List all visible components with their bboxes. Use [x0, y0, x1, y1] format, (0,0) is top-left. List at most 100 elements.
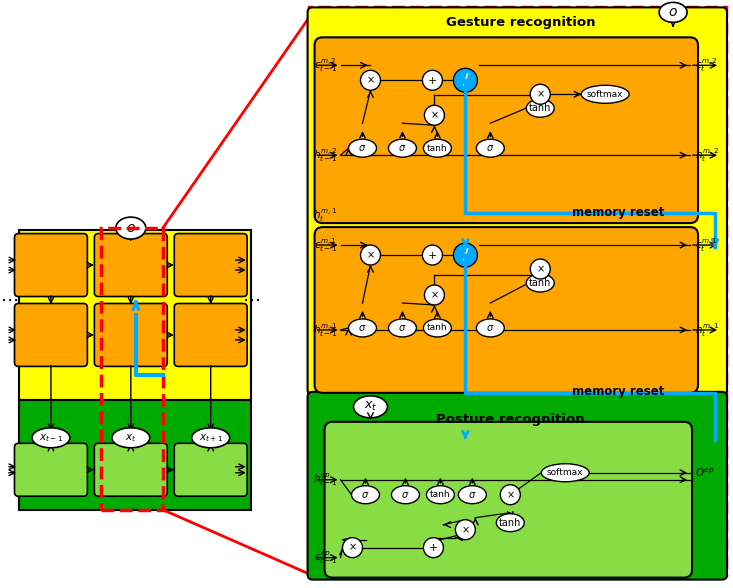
- Circle shape: [424, 105, 444, 125]
- FancyBboxPatch shape: [95, 443, 167, 496]
- Text: tanh: tanh: [529, 103, 551, 113]
- Text: $\times$: $\times$: [430, 110, 439, 121]
- Text: $x_t$: $x_t$: [125, 432, 136, 444]
- Ellipse shape: [32, 428, 70, 448]
- Ellipse shape: [348, 319, 377, 337]
- Text: $h_{t-1}^{m,2}$: $h_{t-1}^{m,2}$: [313, 146, 337, 164]
- FancyBboxPatch shape: [19, 230, 251, 400]
- Text: $h_{t-1}^{ep}$: $h_{t-1}^{ep}$: [313, 472, 337, 488]
- FancyBboxPatch shape: [15, 303, 87, 366]
- Text: $c_t^{m,2}$: $c_t^{m,2}$: [695, 56, 718, 74]
- Circle shape: [361, 245, 380, 265]
- Circle shape: [530, 259, 550, 279]
- Text: $\times$: $\times$: [366, 75, 375, 85]
- Text: $\cdots$: $\cdots$: [0, 291, 18, 309]
- FancyBboxPatch shape: [95, 233, 167, 296]
- Text: memory reset: memory reset: [572, 206, 665, 219]
- Text: $\times$: $\times$: [536, 89, 545, 99]
- Ellipse shape: [348, 139, 377, 157]
- Text: $+$: $+$: [427, 75, 438, 86]
- Ellipse shape: [388, 139, 416, 157]
- FancyBboxPatch shape: [15, 233, 87, 296]
- Ellipse shape: [353, 396, 388, 418]
- Ellipse shape: [526, 99, 554, 117]
- Ellipse shape: [476, 139, 504, 157]
- Ellipse shape: [391, 486, 419, 504]
- Ellipse shape: [427, 486, 454, 504]
- Ellipse shape: [388, 319, 416, 337]
- Text: $\times$: $\times$: [348, 543, 357, 553]
- FancyBboxPatch shape: [325, 422, 692, 577]
- Text: $\times$: $\times$: [430, 290, 439, 300]
- Circle shape: [422, 245, 443, 265]
- Circle shape: [530, 84, 550, 104]
- Text: tanh: tanh: [427, 323, 448, 332]
- Text: $\sigma$: $\sigma$: [398, 143, 407, 153]
- Ellipse shape: [458, 486, 486, 504]
- FancyBboxPatch shape: [19, 400, 251, 510]
- Circle shape: [501, 485, 520, 505]
- FancyBboxPatch shape: [174, 303, 247, 366]
- Text: memory reset: memory reset: [572, 385, 665, 398]
- Ellipse shape: [352, 486, 380, 504]
- Ellipse shape: [659, 2, 687, 22]
- Ellipse shape: [496, 514, 524, 532]
- Circle shape: [454, 68, 477, 92]
- Text: $\sigma$: $\sigma$: [486, 323, 495, 333]
- FancyBboxPatch shape: [95, 303, 167, 366]
- Text: $x_{t-1}$: $x_{t-1}$: [39, 432, 63, 444]
- Text: Gesture recognition: Gesture recognition: [446, 16, 595, 29]
- FancyBboxPatch shape: [174, 233, 247, 296]
- Text: $\sigma$: $\sigma$: [398, 323, 407, 333]
- Text: $h_t^{m,1}$: $h_t^{m,1}$: [695, 322, 719, 339]
- Text: $\sigma$: $\sigma$: [361, 490, 369, 500]
- Text: $c_{t-1}^{ep}$: $c_{t-1}^{ep}$: [314, 549, 337, 566]
- FancyBboxPatch shape: [314, 227, 698, 393]
- Ellipse shape: [424, 319, 452, 337]
- Text: $\times$: $\times$: [366, 250, 375, 260]
- Text: $h_t^{m,2}$: $h_t^{m,2}$: [695, 146, 719, 164]
- Text: $o$: $o$: [668, 5, 678, 19]
- Text: tanh: tanh: [499, 517, 521, 527]
- FancyBboxPatch shape: [15, 443, 87, 496]
- Ellipse shape: [116, 217, 146, 239]
- Text: $\sigma$: $\sigma$: [486, 143, 495, 153]
- Text: $\sigma$: $\sigma$: [468, 490, 476, 500]
- Ellipse shape: [112, 428, 150, 448]
- Text: $c_{t-1}^{m,1}$: $c_{t-1}^{m,1}$: [314, 236, 337, 253]
- Ellipse shape: [424, 139, 452, 157]
- Ellipse shape: [526, 274, 554, 292]
- Text: $+$: $+$: [427, 249, 438, 260]
- Text: $x_t$: $x_t$: [364, 400, 377, 413]
- FancyBboxPatch shape: [308, 392, 727, 580]
- Ellipse shape: [581, 85, 629, 103]
- Text: $\times$: $\times$: [506, 490, 515, 500]
- Circle shape: [454, 243, 477, 267]
- Text: $O^{ep}$: $O^{ep}$: [695, 466, 715, 479]
- Ellipse shape: [476, 319, 504, 337]
- FancyBboxPatch shape: [174, 443, 247, 496]
- FancyBboxPatch shape: [308, 8, 727, 395]
- Text: tanh: tanh: [430, 490, 451, 499]
- Text: $\sigma$: $\sigma$: [358, 323, 366, 333]
- Text: $x_{t+1}$: $x_{t+1}$: [199, 432, 223, 444]
- Circle shape: [361, 71, 380, 91]
- Text: $c_{t-1}^{m,2}$: $c_{t-1}^{m,2}$: [314, 56, 337, 74]
- Circle shape: [455, 520, 476, 540]
- Text: softmax: softmax: [547, 468, 583, 477]
- Ellipse shape: [541, 464, 589, 482]
- Circle shape: [424, 537, 443, 557]
- Text: $\times$: $\times$: [536, 264, 545, 274]
- Text: $\sigma$: $\sigma$: [401, 490, 410, 500]
- FancyBboxPatch shape: [314, 38, 698, 223]
- Text: softmax: softmax: [587, 90, 624, 99]
- Circle shape: [424, 285, 444, 305]
- Text: $o$: $o$: [126, 221, 136, 235]
- Text: tanh: tanh: [427, 143, 448, 153]
- Text: $+$: $+$: [428, 542, 438, 553]
- Text: /: /: [463, 73, 468, 88]
- Text: $\sigma$: $\sigma$: [358, 143, 366, 153]
- Text: $\times$: $\times$: [461, 524, 470, 535]
- Text: $h_{t-1}^{m,1}$: $h_{t-1}^{m,1}$: [313, 322, 337, 339]
- Text: $c_t^{m,1}$: $c_t^{m,1}$: [695, 236, 718, 253]
